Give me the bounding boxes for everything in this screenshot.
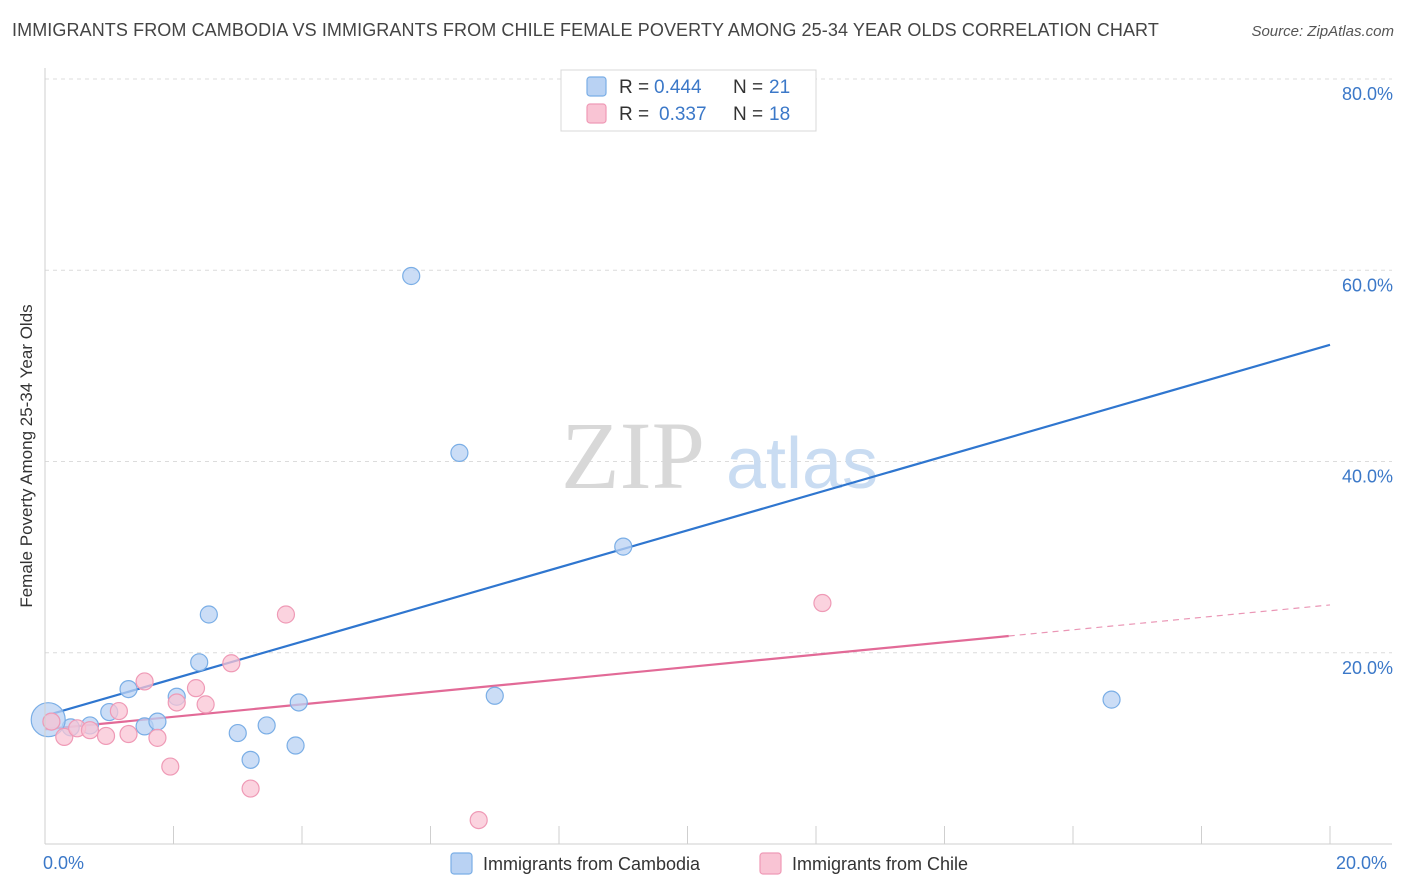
point-cambodia [402,266,421,286]
point-chile [186,679,206,698]
point-cambodia [614,537,633,556]
point-cambodia [1102,690,1121,709]
watermark-zip: ZIP [561,402,705,509]
point-cambodia [485,686,504,705]
legend-r-label-chile: R = [619,104,649,125]
point-chile [276,605,296,624]
point-chile [813,593,832,613]
x-tick-label-max: 20.0% [1336,853,1388,873]
chart-title: IMMIGRANTS FROM CAMBODIA VS IMMIGRANTS F… [12,20,1159,40]
point-chile [109,701,128,721]
trend-line-solid-1 [44,634,1009,731]
legend-n-label-chile: N = [733,104,763,125]
legend-n-value-cambodia: 21 [769,77,790,98]
point-cambodia [289,693,308,712]
point-chile [96,726,116,746]
y-tick-label: 80.0% [1342,84,1393,104]
point-cambodia [199,605,218,624]
grid-layer: 20.0% 40.0% 60.0% 80.0% [45,78,1393,678]
point-cambodia [450,443,469,462]
point-chile [148,728,167,747]
point-chile [55,727,74,747]
point-chile [222,654,241,673]
y-tick-label: 40.0% [1342,467,1393,487]
legend-r-value-chile: 0.337 [659,104,707,125]
bottom-legend: Immigrants from Cambodia Immigrants from… [450,852,968,875]
point-chile [119,724,138,744]
watermark: ZIP atlas [561,402,878,509]
point-chile [196,695,215,714]
point-chile [241,779,260,798]
x-tick-label-min: 0.0% [43,853,85,873]
point-cambodia [148,712,167,731]
axis-layer [44,68,1392,845]
legend-swatch-cambodia [586,76,607,97]
point-chile [469,810,488,830]
bottom-legend-label-chile: Immigrants from Chile [792,854,968,874]
legend-swatch-chile [586,103,607,124]
bottom-legend-swatch-cambodia [450,852,473,875]
trend-layer [44,343,1331,731]
point-chile [80,721,100,740]
source-label: Source: ZipAtlas.com [1251,23,1394,40]
point-chile [167,693,186,712]
point-cambodia [190,653,209,672]
point-cambodia [257,716,276,735]
trend-line-0 [44,343,1331,717]
point-chile [42,712,61,731]
legend-r-value-cambodia: 0.444 [654,77,702,98]
y-tick-label: 60.0% [1342,275,1393,295]
y-tick-label: 20.0% [1342,658,1393,678]
trend-line-dashed-1 [1008,604,1331,637]
watermark-atlas: atlas [726,424,878,504]
legend-n-label-cambodia: N = [733,77,763,98]
point-cambodia [119,679,138,699]
legend-n-value-chile: 18 [769,104,790,125]
point-chile [161,757,180,776]
point-layer [30,266,1121,830]
point-cambodia [286,736,305,755]
legend-r-label-cambodia: R = [619,77,649,98]
point-chile [135,672,154,691]
point-cambodia [241,750,260,769]
legend-box: R = 0.444 N = 21 R = 0.337 N = 18 [560,69,817,132]
bottom-legend-swatch-chile [759,852,782,875]
point-cambodia [228,723,247,743]
y-axis-label: Female Poverty Among 25-34 Year Olds [17,304,36,608]
bottom-legend-label-cambodia: Immigrants from Cambodia [483,854,701,874]
